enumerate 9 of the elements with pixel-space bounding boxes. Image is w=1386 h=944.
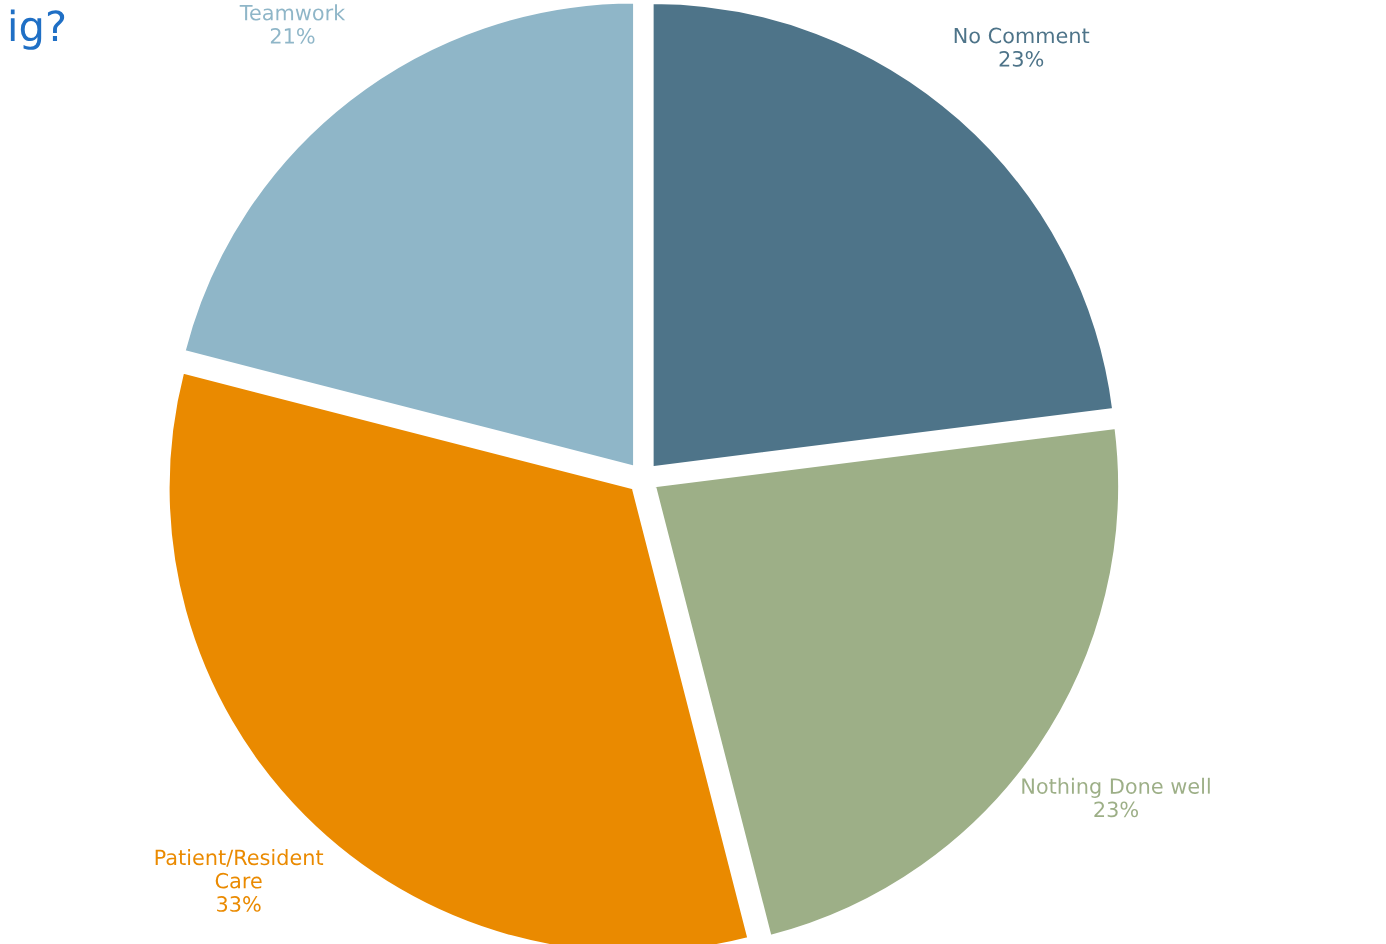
data-label: 21% xyxy=(270,28,315,44)
data-label: 23% xyxy=(999,50,1044,67)
slice-label: Teamwork xyxy=(239,4,346,21)
data-label: 33% xyxy=(217,896,261,912)
slice-label: Patient/Resident Care xyxy=(155,849,324,889)
slice-label: No Comment xyxy=(954,27,1090,44)
chart-title: ig? xyxy=(10,9,65,50)
data-label: 23% xyxy=(1094,801,1139,818)
slice-label: Nothing Done well xyxy=(1022,777,1210,798)
